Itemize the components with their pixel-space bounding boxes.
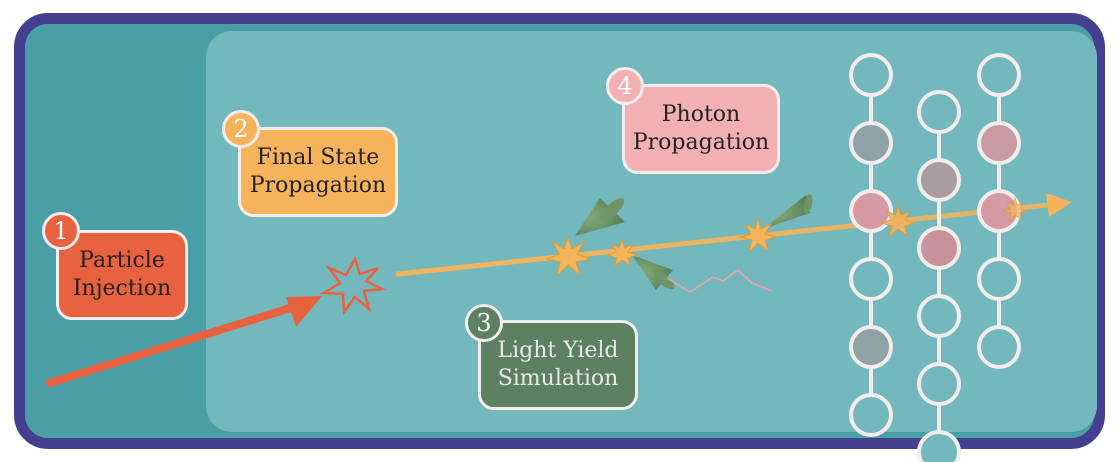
interaction-vertex-icon (319, 255, 387, 316)
step-1-badge: 1 (42, 212, 80, 250)
photon-path (666, 269, 773, 293)
optical-module-hit (977, 121, 1021, 165)
optical-module (917, 430, 961, 462)
final-state-propagation-box: Final State Propagation (238, 127, 398, 217)
optical-module (977, 257, 1021, 301)
photon-propagation-box: Photon Propagation (622, 84, 780, 174)
step-3-number: 3 (476, 309, 492, 337)
optical-module (917, 90, 961, 134)
optical-module-hit (849, 121, 893, 165)
optical-module (917, 294, 961, 338)
particle-injection-label: Particle Injection (72, 248, 172, 301)
optical-module-hit (849, 325, 893, 369)
optical-module (977, 53, 1021, 97)
energy-deposit-burst-icon (545, 235, 592, 278)
optical-module-hit (917, 226, 961, 270)
optical-module (917, 362, 961, 406)
energy-deposit-burst-icon (879, 204, 917, 239)
optical-module-hit (917, 158, 961, 202)
step-4-badge: 4 (606, 67, 644, 105)
step-1-number: 1 (53, 217, 69, 245)
cherenkov-cone-icon (575, 197, 625, 236)
energy-deposit-burst-icon (1001, 196, 1029, 223)
cherenkov-cone-icon (763, 194, 813, 229)
optical-module-hit (849, 189, 893, 233)
incoming-particle-arrow (46, 296, 322, 387)
cherenkov-cone-icon (632, 255, 675, 290)
optical-module (977, 325, 1021, 369)
energy-deposit-burst-icon (738, 217, 778, 254)
photon-propagation-label: Photon Propagation (632, 102, 770, 155)
step-3-badge: 3 (465, 304, 503, 342)
optical-module (849, 257, 893, 301)
particle-injection-box: Particle Injection (56, 230, 188, 320)
propagation-track (395, 193, 1072, 277)
step-2-badge: 2 (222, 110, 260, 148)
optical-module (849, 393, 893, 437)
energy-deposit-burst-icon (606, 238, 639, 269)
step-2-number: 2 (233, 115, 249, 143)
sensor-strings (849, 53, 1021, 462)
light-yield-simulation-label: Light Yield Simulation (497, 338, 619, 391)
final-state-propagation-label: Final State Propagation (249, 145, 387, 198)
step-4-number: 4 (617, 72, 633, 100)
light-yield-simulation-box: Light Yield Simulation (478, 320, 638, 410)
optical-module (849, 53, 893, 97)
